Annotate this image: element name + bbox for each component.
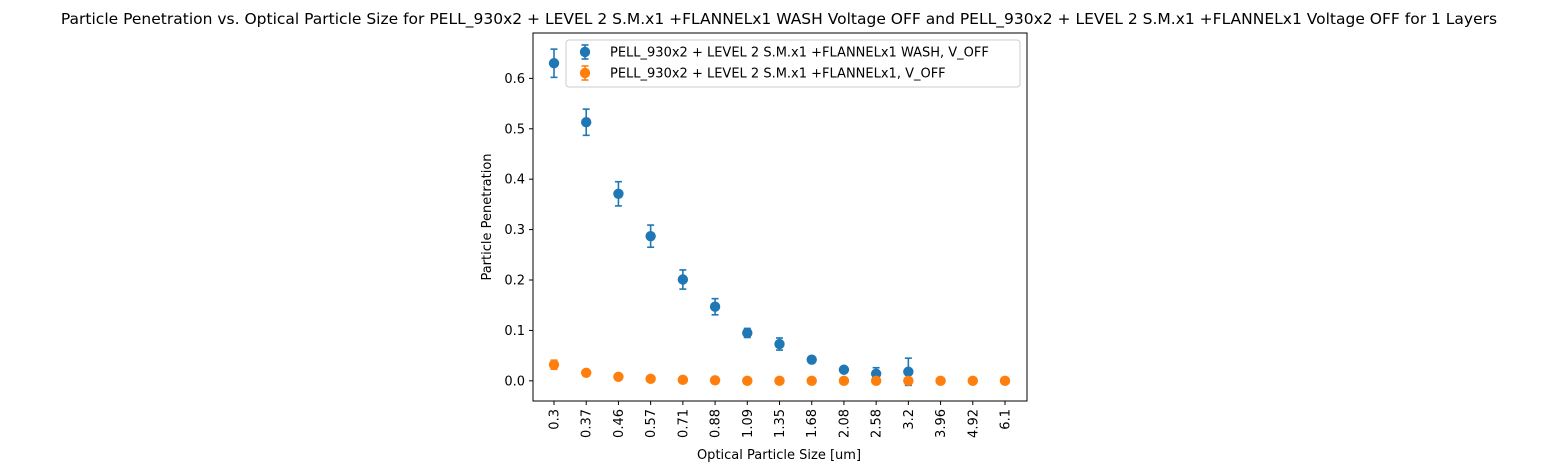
data-point xyxy=(709,301,721,312)
data-point xyxy=(967,375,978,387)
y-tick-label: 0.4 xyxy=(504,173,525,188)
data-point xyxy=(613,371,624,383)
x-tick-label: 0.71 xyxy=(676,409,691,438)
data-point xyxy=(774,375,785,387)
series-2 xyxy=(548,359,1011,387)
x-tick-label: 6.1 xyxy=(999,409,1014,430)
x-axis: 0.3 0.37 0.46 0.57 0.71 0.88 1.09 1.35 1.68 2.08 2… xyxy=(548,401,1014,438)
data-point xyxy=(548,58,560,69)
y-axis: 0.0 0.1 0.2 0.3 0.4 0.5 0.6 xyxy=(504,72,533,389)
x-tick-label: 4.92 xyxy=(966,409,981,438)
y-tick-label: 0.0 xyxy=(504,374,525,389)
data-point xyxy=(581,367,592,378)
data-point xyxy=(677,374,689,386)
data-point xyxy=(903,366,914,377)
plot-area xyxy=(548,48,1011,387)
data-point xyxy=(709,375,721,386)
x-tick-label: 0.46 xyxy=(612,409,627,438)
x-tick-label: 3.2 xyxy=(902,409,917,430)
x-tick-label: 2.58 xyxy=(870,409,885,438)
data-point xyxy=(999,375,1011,387)
x-tick-label: 1.35 xyxy=(773,409,788,438)
x-tick-label: 0.37 xyxy=(580,409,595,438)
legend-label: PELL_930x2 + LEVEL 2 S.M.x1 +FLANNELx1 W… xyxy=(610,46,989,61)
data-point xyxy=(806,354,817,365)
chart-title: Particle Penetration vs. Optical Particl… xyxy=(61,10,1497,29)
legend-marker xyxy=(579,67,591,79)
data-point xyxy=(581,117,592,128)
series-1 xyxy=(548,48,914,387)
data-point xyxy=(903,375,914,387)
legend-box xyxy=(565,39,1021,88)
y-axis-label: Particle Penetration xyxy=(480,153,495,280)
x-tick-label: 0.57 xyxy=(644,409,659,438)
data-point xyxy=(870,375,882,387)
data-point xyxy=(645,373,656,385)
legend-label: PELL_930x2 + LEVEL 2 S.M.x1 +FLANNELx1, … xyxy=(610,67,946,82)
data-point xyxy=(838,375,850,387)
x-tick-label: 2.08 xyxy=(837,409,852,438)
x-tick-label: 3.96 xyxy=(934,409,949,438)
data-point xyxy=(645,230,656,242)
data-point xyxy=(806,375,817,387)
legend: PELL_930x2 + LEVEL 2 S.M.x1 +FLANNELx1 W… xyxy=(565,39,1021,88)
data-point xyxy=(548,359,560,370)
y-tick-label: 0.5 xyxy=(504,122,525,137)
x-tick-label: 0.88 xyxy=(709,409,724,438)
data-point xyxy=(742,375,753,387)
x-axis-label: Optical Particle Size [um] xyxy=(697,448,861,463)
y-tick-label: 0.1 xyxy=(504,324,525,339)
data-point xyxy=(613,188,624,200)
x-tick-label: 1.09 xyxy=(741,409,756,438)
x-tick-label: 0.3 xyxy=(548,409,563,430)
data-point xyxy=(774,338,785,350)
data-point xyxy=(742,327,753,339)
y-tick-label: 0.6 xyxy=(504,72,525,87)
x-tick-label: 1.68 xyxy=(805,409,820,438)
data-point xyxy=(838,364,850,375)
y-tick-label: 0.2 xyxy=(504,274,525,289)
data-point xyxy=(677,274,689,285)
y-tick-label: 0.3 xyxy=(504,223,525,238)
data-point xyxy=(935,375,946,387)
legend-marker xyxy=(579,46,591,58)
